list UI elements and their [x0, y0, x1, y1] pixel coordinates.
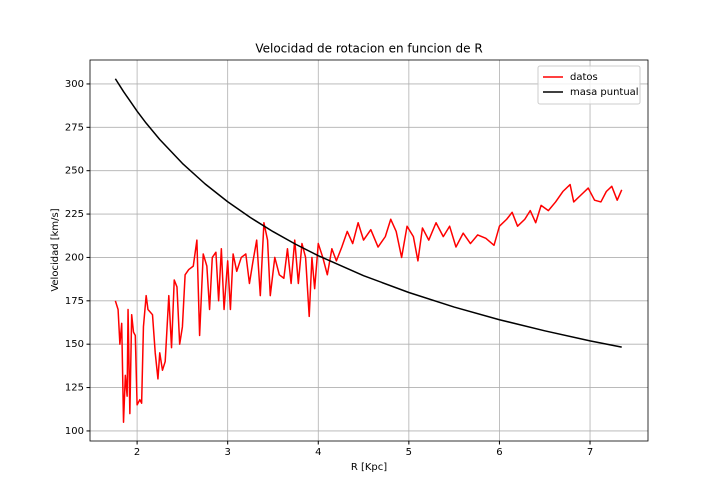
data-line [114, 78, 622, 348]
y-tick-label: 300 [65, 79, 84, 90]
legend-label: masa puntual [570, 87, 639, 98]
x-tick-label: 3 [225, 447, 231, 458]
y-tick-label: 275 [65, 122, 84, 133]
x-axis-label: R [Kpc] [351, 462, 387, 473]
x-tick-label: 2 [134, 447, 140, 458]
y-tick-label: 150 [65, 339, 84, 350]
chart-title: Velocidad de rotacion en funcion de R [255, 42, 482, 56]
x-tick-label: 6 [496, 447, 502, 458]
legend-label: datos [570, 72, 598, 83]
x-tick-label: 7 [587, 447, 593, 458]
y-tick-label: 200 [65, 252, 84, 263]
y-tick-label: 100 [65, 426, 84, 437]
x-tick-label: 5 [406, 447, 412, 458]
y-axis-label: Velocidad [km/s] [50, 208, 61, 291]
plot-frame [89, 59, 649, 442]
legend-box [537, 65, 641, 105]
y-tick-label: 250 [65, 166, 84, 177]
y-tick-label: 125 [65, 383, 84, 394]
y-tick-label: 175 [65, 296, 84, 307]
x-tick-label: 4 [315, 447, 321, 458]
y-tick-label: 225 [65, 209, 84, 220]
data-line [114, 183, 623, 424]
